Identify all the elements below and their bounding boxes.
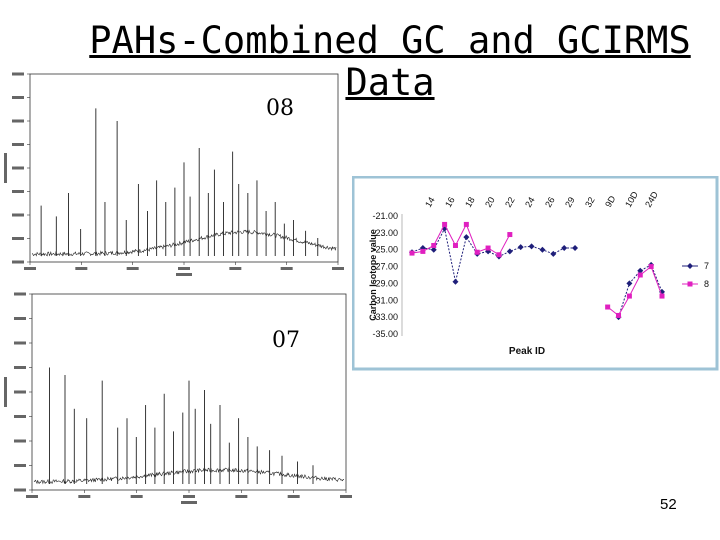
y-tick-label: -23.00 bbox=[372, 228, 398, 238]
gc-y-tick-label bbox=[14, 390, 26, 394]
slide-title: PAHs-Combined GC and GCIRMS Data bbox=[89, 19, 691, 104]
y-tick-label: -29.00 bbox=[372, 278, 398, 288]
gc-chromatogram-07 bbox=[4, 292, 352, 504]
gc-y-tick-label bbox=[12, 96, 24, 99]
gc-x-tick-label bbox=[183, 495, 195, 498]
gc-x-tick-label bbox=[280, 267, 293, 270]
sample-label-07: 07 bbox=[272, 328, 300, 353]
gc-x-tick-label bbox=[178, 267, 190, 270]
data-point-7 bbox=[463, 234, 470, 241]
y-tick-label: -31.00 bbox=[372, 295, 398, 305]
gc-chromatogram-08 bbox=[4, 72, 344, 276]
gc-y-tick-label bbox=[14, 292, 26, 296]
gc-y-tick-label bbox=[12, 260, 24, 264]
gc-y-tick-label bbox=[14, 415, 26, 418]
data-point-8 bbox=[659, 293, 665, 299]
gc-x-tick-label bbox=[340, 495, 352, 498]
data-point-8 bbox=[626, 293, 632, 299]
top-tick-label: 26 bbox=[543, 195, 557, 209]
data-point-7 bbox=[626, 280, 633, 287]
top-tick-label: 16 bbox=[443, 195, 457, 209]
series-line-7 bbox=[411, 227, 575, 282]
data-point-8 bbox=[420, 248, 426, 254]
gc-x-tick-label bbox=[229, 267, 242, 270]
isotope-chart: -21.00 -23.00 -25.00 -27.00 -29.00 -31.00 -33.… bbox=[352, 176, 719, 371]
gc-x-axis-title bbox=[176, 273, 192, 276]
data-point-8 bbox=[496, 252, 502, 258]
data-point-7 bbox=[561, 245, 568, 252]
data-point-8 bbox=[452, 243, 458, 248]
data-point-7 bbox=[506, 248, 513, 255]
gc-x-tick-label bbox=[78, 495, 91, 498]
top-tick-label: 18 bbox=[463, 195, 477, 209]
data-point-8 bbox=[485, 245, 491, 251]
series-line-8 bbox=[411, 223, 511, 256]
gc-y-tick-label bbox=[12, 190, 24, 193]
data-point-8 bbox=[605, 304, 611, 310]
gc-y-tick-label bbox=[14, 439, 26, 443]
legend-marker-7 bbox=[687, 263, 693, 269]
data-point-7 bbox=[637, 267, 644, 274]
gc-x-axis-title bbox=[181, 501, 197, 504]
gc-x-tick-label bbox=[26, 495, 38, 498]
data-point-7 bbox=[539, 246, 546, 253]
top-tick-label: 32 bbox=[583, 195, 597, 209]
gc-y-tick-label bbox=[14, 464, 26, 467]
legend-marker-8 bbox=[687, 281, 693, 287]
top-tick-label: 20 bbox=[483, 195, 497, 209]
gc-x-tick-label bbox=[130, 495, 143, 498]
data-point-8 bbox=[648, 264, 654, 270]
data-point-7 bbox=[452, 278, 459, 285]
x-axis-title: Peak ID bbox=[509, 346, 545, 357]
data-point-7 bbox=[430, 246, 437, 253]
isotope-chart-frame bbox=[352, 176, 719, 371]
y-tick-label: -35.00 bbox=[372, 329, 398, 339]
y-axis-title: Carbon Isotope value bbox=[368, 229, 378, 321]
y-tick-label: -33.00 bbox=[372, 312, 398, 322]
gc-y-tick-label bbox=[14, 366, 26, 369]
top-tick-label: 24 bbox=[523, 195, 537, 209]
gc-x-tick-label bbox=[75, 267, 88, 270]
gc-x-tick-label bbox=[332, 267, 344, 270]
gc-x-tick-label bbox=[126, 267, 139, 270]
data-point-8 bbox=[431, 243, 437, 248]
gc-x-tick-label bbox=[287, 495, 300, 498]
gc-x-tick-label bbox=[235, 495, 248, 498]
y-tick-label: -25.00 bbox=[372, 245, 398, 255]
sample-label-08: 08 bbox=[266, 96, 294, 121]
gc-y-axis-title bbox=[4, 377, 7, 407]
y-tick-label: -27.00 bbox=[372, 262, 398, 272]
data-point-8 bbox=[507, 232, 513, 238]
gc-y-axis-title bbox=[4, 153, 7, 183]
data-point-8 bbox=[442, 221, 448, 227]
legend-label: 8 bbox=[704, 279, 709, 289]
series-line-7 bbox=[618, 264, 663, 318]
gc-y-tick-label bbox=[14, 488, 26, 492]
data-point-7 bbox=[659, 288, 665, 295]
data-point-8 bbox=[474, 249, 480, 255]
top-tick-label: 14 bbox=[423, 195, 437, 209]
data-point-7 bbox=[572, 245, 579, 252]
data-point-7 bbox=[550, 250, 557, 257]
legend-label: 7 bbox=[704, 261, 709, 271]
gc-y-tick-label bbox=[12, 213, 24, 217]
data-point-8 bbox=[463, 221, 469, 227]
gc-y-tick-label bbox=[14, 317, 26, 320]
data-point-8 bbox=[409, 250, 415, 256]
y-tick-label: -21.00 bbox=[372, 211, 398, 221]
data-point-8 bbox=[616, 312, 622, 318]
data-point-7 bbox=[528, 243, 535, 250]
gc-y-tick-label bbox=[14, 341, 26, 345]
gc-y-tick-label bbox=[12, 143, 24, 146]
top-tick-label: 29 bbox=[563, 195, 577, 209]
gc-y-tick-label bbox=[12, 237, 24, 240]
gc-y-tick-label bbox=[12, 166, 24, 170]
data-point-8 bbox=[637, 272, 643, 278]
top-tick-label: 22 bbox=[503, 195, 517, 209]
page-number: 52 bbox=[660, 496, 677, 513]
gc-y-tick-label bbox=[12, 119, 24, 123]
data-point-7 bbox=[517, 244, 524, 251]
gc-x-tick-label bbox=[24, 267, 36, 270]
gc-y-tick-label bbox=[12, 72, 24, 76]
